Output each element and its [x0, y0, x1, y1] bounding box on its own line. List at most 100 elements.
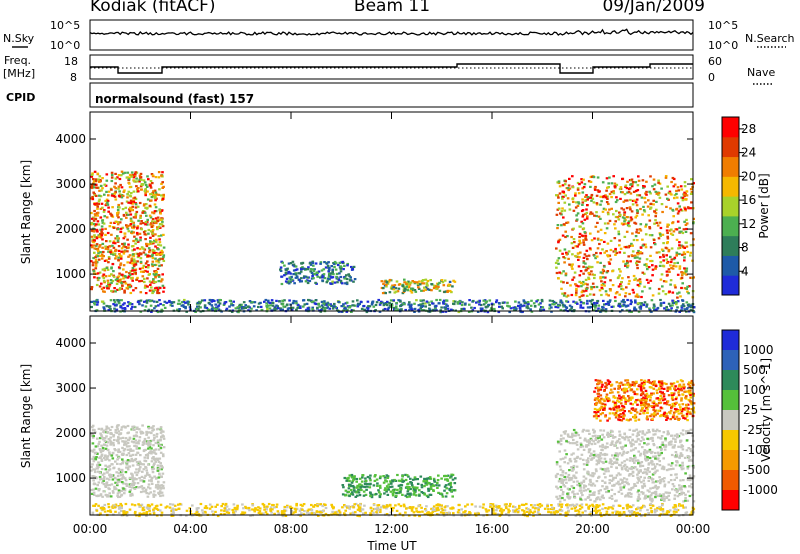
echo-cell [611, 478, 615, 481]
echo-cell [615, 482, 619, 485]
echo-cell [622, 465, 626, 468]
echo-cell [579, 304, 583, 307]
echo-cell [92, 191, 95, 194]
echo-cell [120, 287, 123, 290]
echo-cell [139, 252, 143, 255]
echo-cell [113, 448, 116, 451]
echo-cell [91, 426, 94, 429]
echo-cell [683, 287, 687, 290]
echo-cell [636, 267, 639, 270]
echo-cell [683, 256, 686, 259]
echo-cell [342, 268, 345, 271]
echo-cell [560, 478, 563, 481]
echo-cell [680, 454, 684, 458]
echo-cell [347, 476, 350, 480]
echo-cell [640, 461, 644, 464]
echo-cell [576, 204, 580, 207]
echo-cell [634, 295, 638, 298]
echo-cell [435, 287, 438, 290]
echo-cell [506, 301, 509, 304]
echo-cell [432, 489, 435, 492]
echo-cell [362, 304, 366, 308]
echo-cell [602, 472, 606, 475]
echo-cell [649, 494, 653, 497]
echo-cell [314, 262, 318, 265]
echo-cell [576, 252, 580, 255]
echo-cell [152, 278, 155, 281]
echo-cell [305, 302, 309, 305]
echo-cell [92, 270, 96, 273]
echo-cell [307, 308, 311, 311]
echo-cell [263, 300, 266, 303]
echo-cell [274, 307, 277, 310]
echo-cell [126, 171, 130, 174]
echo-cell [357, 303, 360, 306]
echo-cell [379, 300, 383, 303]
echo-cell [625, 259, 629, 263]
echo-cell [636, 184, 640, 187]
echo-cell [367, 305, 370, 308]
echo-cell [123, 291, 126, 294]
echo-cell [399, 490, 402, 493]
echo-cell [108, 495, 111, 498]
echo-cell [294, 300, 298, 303]
echo-cell [448, 289, 452, 293]
echo-cell [522, 300, 526, 303]
echo-cell [140, 188, 143, 191]
echo-cell [628, 206, 632, 209]
echo-cell [119, 287, 122, 290]
echo-cell [497, 310, 501, 314]
echo-cell [156, 483, 160, 486]
echo-cell [445, 492, 449, 495]
echo-cell [558, 249, 562, 252]
echo-cell [628, 459, 632, 462]
echo-cell [384, 487, 387, 490]
echo-cell [585, 211, 589, 214]
echo-cell [123, 492, 126, 495]
echo-cell [613, 223, 616, 226]
echo-cell [589, 474, 592, 477]
echo-cell [127, 201, 130, 204]
echo-cell [579, 251, 582, 254]
echo-cell [143, 440, 147, 443]
echo-cell [556, 259, 559, 262]
echo-cell [636, 210, 639, 213]
echo-cell [159, 212, 162, 215]
echo-cell [333, 262, 336, 266]
echo-cell [613, 237, 617, 240]
echo-cell [131, 464, 135, 467]
echo-cell [156, 226, 159, 229]
echo-cell [656, 480, 660, 483]
echo-cell [133, 305, 137, 309]
echo-cell [610, 459, 613, 463]
echo-cell [676, 306, 679, 309]
echo-cell [452, 302, 456, 306]
echo-cell [158, 241, 162, 244]
echo-cell [603, 240, 606, 243]
echo-cell [142, 449, 146, 452]
echo-cell [634, 301, 637, 304]
echo-cell [608, 474, 612, 477]
echo-cell [608, 479, 612, 482]
echo-cell [93, 186, 96, 189]
echo-cell [320, 307, 324, 311]
echo-cell [94, 487, 98, 490]
echo-cell [387, 280, 391, 283]
echo-cell [203, 306, 207, 309]
echo-cell [644, 243, 647, 246]
echo-cell [420, 282, 424, 285]
echo-cell [657, 192, 661, 195]
echo-cell [253, 301, 257, 304]
echo-cell [438, 281, 441, 284]
echo-cell [236, 306, 240, 309]
echo-cell [457, 301, 460, 304]
echo-cell [506, 304, 509, 307]
echo-cell [96, 463, 99, 466]
echo-cell [370, 303, 374, 306]
echo-cell [592, 201, 596, 204]
echo-cell [425, 494, 429, 497]
echo-cell [675, 433, 679, 436]
echo-cell [90, 211, 93, 215]
echo-cell [643, 468, 647, 471]
